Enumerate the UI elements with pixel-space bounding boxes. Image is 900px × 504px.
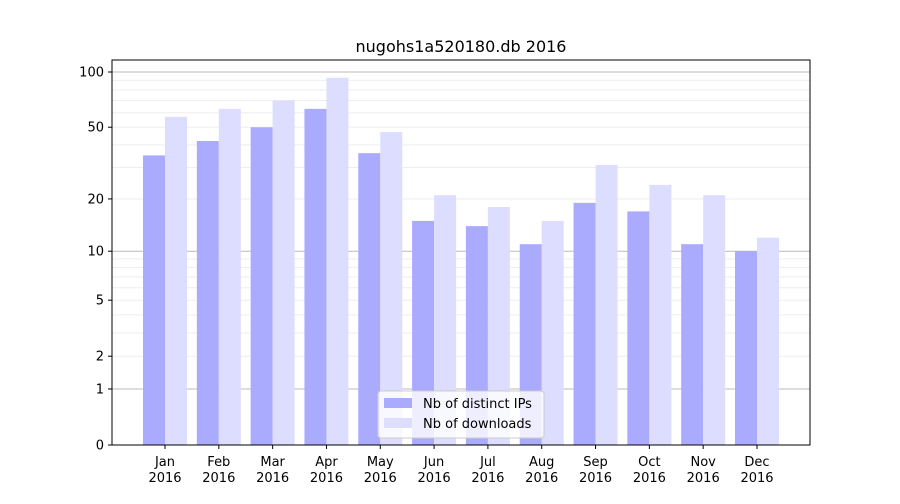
bar-downloads xyxy=(541,220,564,445)
x-tick-label: Nov xyxy=(690,455,716,470)
x-tick-label: 2016 xyxy=(471,471,504,486)
legend-swatch xyxy=(384,418,412,428)
bar-downloads xyxy=(757,237,779,445)
bar-downloads xyxy=(380,132,403,445)
y-tick-label: 10 xyxy=(87,245,104,260)
y-tick-label: 1 xyxy=(96,382,104,397)
bar-downloads xyxy=(218,108,241,446)
x-tick-label: Mar xyxy=(260,455,285,470)
x-tick-label: Oct xyxy=(638,455,660,470)
x-tick-label: Jul xyxy=(479,455,496,470)
y-tick-label: 50 xyxy=(87,121,104,136)
bar-downloads xyxy=(649,184,672,445)
x-tick-label: 2016 xyxy=(579,471,612,486)
x-tick-label: 2016 xyxy=(310,471,343,486)
x-tick-label: 2016 xyxy=(256,471,289,486)
bar-distinct-ips xyxy=(304,108,327,446)
bar-distinct-ips xyxy=(196,141,219,445)
x-tick-label: 2016 xyxy=(633,471,666,486)
plot-frame xyxy=(111,59,811,446)
bar-distinct-ips xyxy=(358,153,381,445)
x-tick-label: Dec xyxy=(744,455,769,470)
x-tick-label: 2016 xyxy=(364,471,397,486)
x-tick-label: 2016 xyxy=(687,471,720,486)
chart-title: nugohs1a520180.db 2016 xyxy=(356,37,567,56)
x-tick-label: 2016 xyxy=(418,471,451,486)
x-tick-label: Apr xyxy=(315,455,338,470)
bar-downloads xyxy=(165,116,187,446)
bar-downloads xyxy=(487,207,510,445)
y-tick-label: 20 xyxy=(87,192,104,207)
x-tick-label: Jan xyxy=(154,455,175,470)
x-axis: Jan2016Feb2016Mar2016Apr2016May2016Jun20… xyxy=(148,445,774,486)
bar-downloads xyxy=(595,164,618,445)
legend: Nb of distinct IPs Nb of downloads xyxy=(377,390,545,439)
bar-distinct-ips xyxy=(465,226,488,445)
x-tick-label: Jun xyxy=(423,455,444,470)
bar-downloads xyxy=(272,100,295,445)
x-tick-label: 2016 xyxy=(525,471,558,486)
legend-box xyxy=(377,390,545,439)
bars xyxy=(143,77,779,446)
bar-distinct-ips xyxy=(573,202,596,445)
x-tick-label: 2016 xyxy=(202,471,235,486)
bar-downloads xyxy=(434,195,457,445)
x-tick-label: May xyxy=(367,455,394,470)
x-tick-label: 2016 xyxy=(148,471,181,486)
y-tick-label: 2 xyxy=(96,350,104,365)
bar-distinct-ips xyxy=(412,220,435,445)
legend-label: Nb of distinct IPs xyxy=(423,397,532,412)
bar-distinct-ips xyxy=(250,127,273,445)
bar-downloads xyxy=(703,195,726,445)
bar-distinct-ips xyxy=(681,244,704,445)
bar-downloads xyxy=(326,77,349,445)
legend-label: Nb of downloads xyxy=(423,417,532,432)
y-tick-label: 100 xyxy=(79,66,104,81)
x-tick-label: Sep xyxy=(583,455,608,470)
x-tick-label: 2016 xyxy=(740,471,773,486)
bar-distinct-ips xyxy=(627,211,650,445)
x-tick-label: Aug xyxy=(529,455,554,470)
y-axis: 0 1 2 5 10 20 50 100 xyxy=(79,66,112,454)
legend-swatch xyxy=(384,398,412,408)
y-tick-label: 5 xyxy=(96,294,104,309)
bar-distinct-ips xyxy=(735,251,757,445)
x-tick-label: Feb xyxy=(207,455,230,470)
bar-distinct-ips xyxy=(143,155,165,445)
y-tick-label: 0 xyxy=(96,439,104,454)
